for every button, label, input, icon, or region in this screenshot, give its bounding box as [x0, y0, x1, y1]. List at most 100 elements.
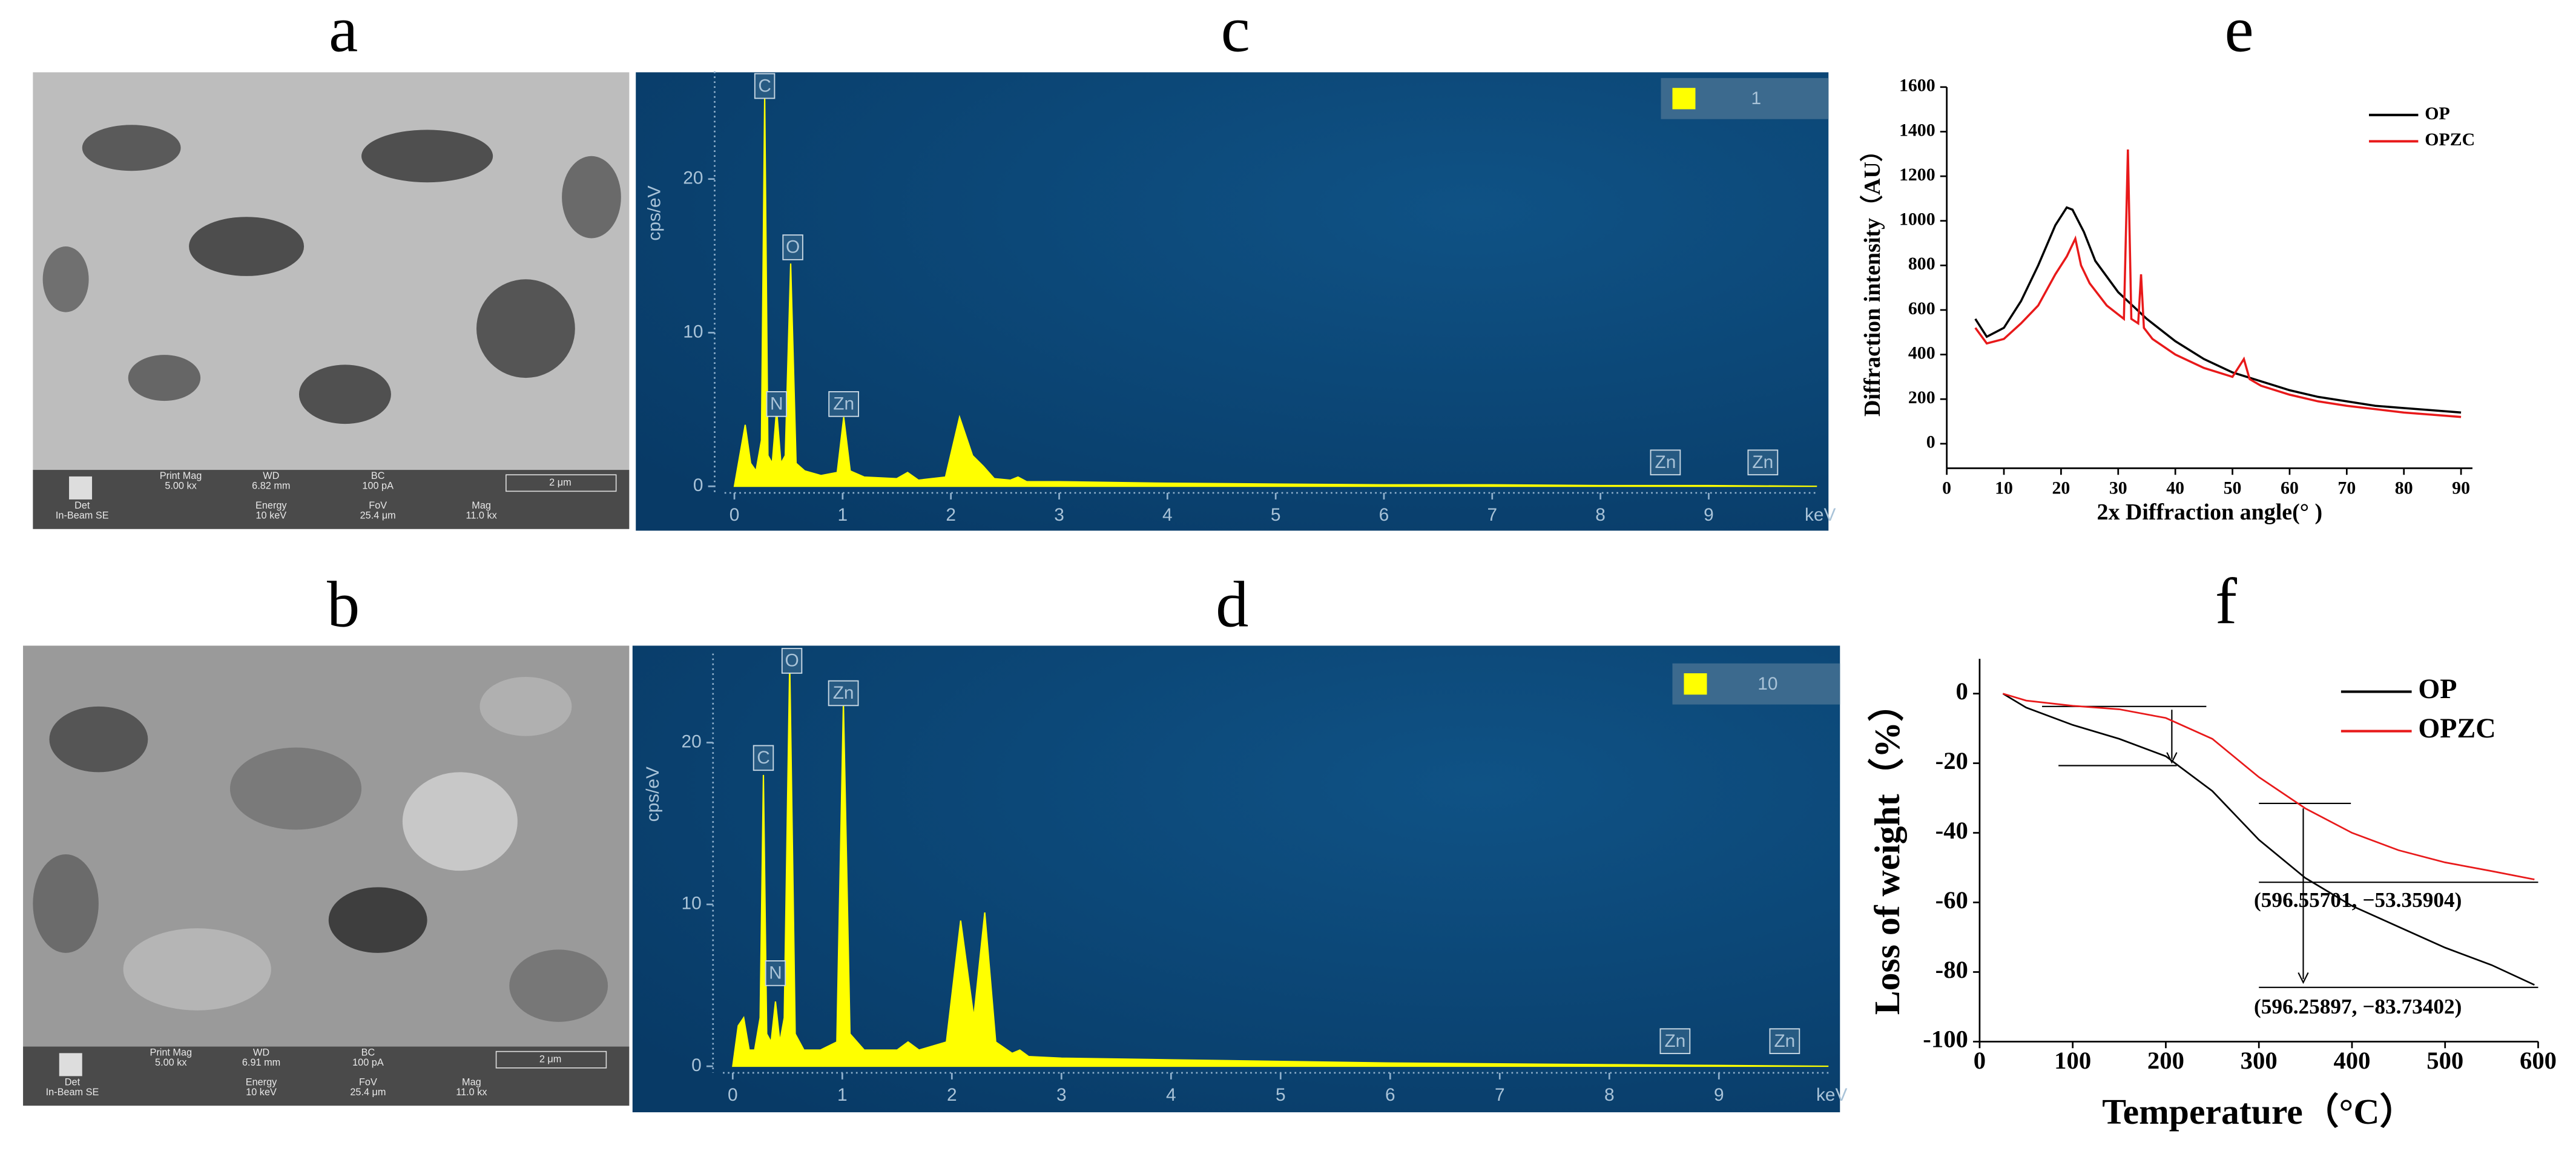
- peak-label-box: [1650, 449, 1681, 476]
- peak-label-box: [781, 648, 803, 674]
- y-tick-label: 0: [691, 1055, 702, 1075]
- y-tick-label: 0: [1926, 432, 1935, 452]
- x-tick-label: 7: [1487, 505, 1497, 525]
- sem-info-label: WD: [263, 470, 279, 481]
- y-tick-label: 800: [1908, 254, 1935, 274]
- x-tick-label: 5: [1276, 1085, 1286, 1105]
- sem-info-value: 25.4 μm: [350, 1087, 386, 1098]
- x-tick-label: 0: [728, 1085, 738, 1105]
- eds-background: [632, 645, 1840, 1113]
- y-tick-label: 1400: [1899, 120, 1935, 140]
- y-tick-label: 400: [1908, 343, 1935, 363]
- x-tick-label: 300: [2241, 1047, 2278, 1074]
- sem-image-b: [23, 645, 630, 1106]
- x-tick-label: 400: [2333, 1047, 2370, 1074]
- x-axis-label: keV: [1805, 505, 1836, 525]
- sem-info-value: 6.82 mm: [252, 481, 290, 492]
- x-tick-label: 8: [1604, 1085, 1615, 1105]
- x-tick-label: 0: [730, 505, 740, 525]
- y-tick-label: -100: [1923, 1026, 1968, 1053]
- x-tick-label: 9: [1714, 1085, 1724, 1105]
- sem-info-value: In-Beam SE: [56, 510, 109, 521]
- x-tick-label: 4: [1162, 505, 1173, 525]
- y-tick-label: 1200: [1899, 165, 1935, 185]
- x-tick-label: 60: [2281, 478, 2299, 498]
- peak-label: C: [757, 748, 770, 768]
- sem-info-value: 5.00 kx: [155, 1057, 186, 1068]
- tga-guides: [2042, 705, 2538, 988]
- y-tick-label: 1000: [1899, 209, 1935, 229]
- peak-label: Zn: [1752, 452, 1773, 472]
- y-axis-label: Diffraction intensity（AU）: [1860, 139, 1885, 417]
- sem-info-value: 100 pA: [362, 481, 394, 492]
- data-line: [2002, 693, 2535, 986]
- y-tick-label: 0: [1956, 678, 1968, 705]
- sem-info-label: FoV: [359, 1077, 377, 1088]
- panel-label: a: [329, 0, 358, 66]
- sem-info-value: 100 pA: [352, 1057, 384, 1068]
- sem-logo: [69, 476, 93, 500]
- scale-bar: 2 μm: [549, 477, 572, 488]
- sem-info-value: 5.00 kx: [165, 481, 196, 492]
- sem-info-label: Energy: [246, 1077, 277, 1088]
- x-tick-label: 40: [2166, 478, 2184, 498]
- panel-label: b: [327, 568, 360, 641]
- x-tick-label: 70: [2337, 478, 2356, 498]
- eds-background: [636, 72, 1829, 531]
- x-axis-label: keV: [1816, 1085, 1848, 1105]
- x-tick-label: 1: [838, 505, 848, 525]
- x-tick-label: 3: [1056, 1085, 1067, 1105]
- sem-info-value: 10 keV: [255, 510, 286, 521]
- panel-label: d: [1216, 568, 1248, 641]
- y-tick-label: 20: [682, 731, 702, 751]
- sem-logo: [59, 1053, 82, 1077]
- legend-label: 1: [1751, 88, 1762, 108]
- peak-label-box: [1659, 1028, 1691, 1054]
- peak-label: Zn: [1664, 1031, 1685, 1051]
- peak-label: O: [786, 237, 800, 257]
- peak-label: O: [785, 651, 799, 671]
- y-axis-label: cps/eV: [643, 767, 663, 822]
- x-tick-label: 500: [2426, 1047, 2463, 1074]
- y-tick-label: 600: [1908, 298, 1935, 318]
- y-tick-label: -20: [1935, 747, 1968, 774]
- spectrum-area: [733, 94, 1817, 487]
- y-tick-label: -80: [1935, 956, 1968, 983]
- scale-bar-box: [506, 474, 617, 492]
- peak-label-box: [828, 391, 860, 417]
- sem-info-value: In-Beam SE: [46, 1087, 99, 1098]
- x-tick-label: 80: [2395, 478, 2413, 498]
- x-tick-label: 9: [1704, 505, 1714, 525]
- panel-label: f: [2215, 565, 2238, 638]
- data-line: [1974, 149, 2462, 418]
- x-tick-label: 20: [2052, 478, 2070, 498]
- peak-label: Zn: [1774, 1031, 1795, 1051]
- x-axis-label: 2x Diffraction angle(° ): [2097, 500, 2322, 525]
- sem-info-value: 10 keV: [246, 1087, 277, 1098]
- x-tick-label: 200: [2147, 1047, 2184, 1074]
- y-tick-label: 10: [682, 894, 702, 914]
- peak-label-box: [766, 391, 788, 417]
- x-tick-label: 6: [1385, 1085, 1395, 1105]
- sem-info-label: Print Mag: [150, 1047, 192, 1058]
- peak-label: N: [769, 963, 782, 983]
- sem-info-value: 6.91 mm: [242, 1057, 280, 1068]
- peak-label-box: [1769, 1028, 1800, 1054]
- x-tick-label: 90: [2452, 478, 2470, 498]
- panel-label: e: [2225, 0, 2254, 66]
- legend-label: OPZC: [2425, 130, 2475, 150]
- legend-swatch: [1684, 673, 1707, 695]
- sem-info-label: Mag: [462, 1077, 481, 1088]
- y-tick-label: 200: [1908, 387, 1935, 407]
- sem-info-label: Det: [65, 1077, 81, 1088]
- x-axis-label: Temperature（°C）: [2102, 1092, 2416, 1132]
- sem-info-label: Det: [74, 500, 90, 511]
- sem-info-value: 25.4 μm: [360, 510, 396, 521]
- panel-label: c: [1221, 0, 1250, 66]
- sem-info-label: Print Mag: [160, 470, 202, 481]
- x-tick-label: 50: [2224, 478, 2242, 498]
- annotation: (596.25897, −83.73402): [2254, 995, 2462, 1018]
- x-tick-label: 8: [1595, 505, 1606, 525]
- data-line: [2002, 693, 2535, 880]
- sem-info-label: BC: [361, 1047, 375, 1058]
